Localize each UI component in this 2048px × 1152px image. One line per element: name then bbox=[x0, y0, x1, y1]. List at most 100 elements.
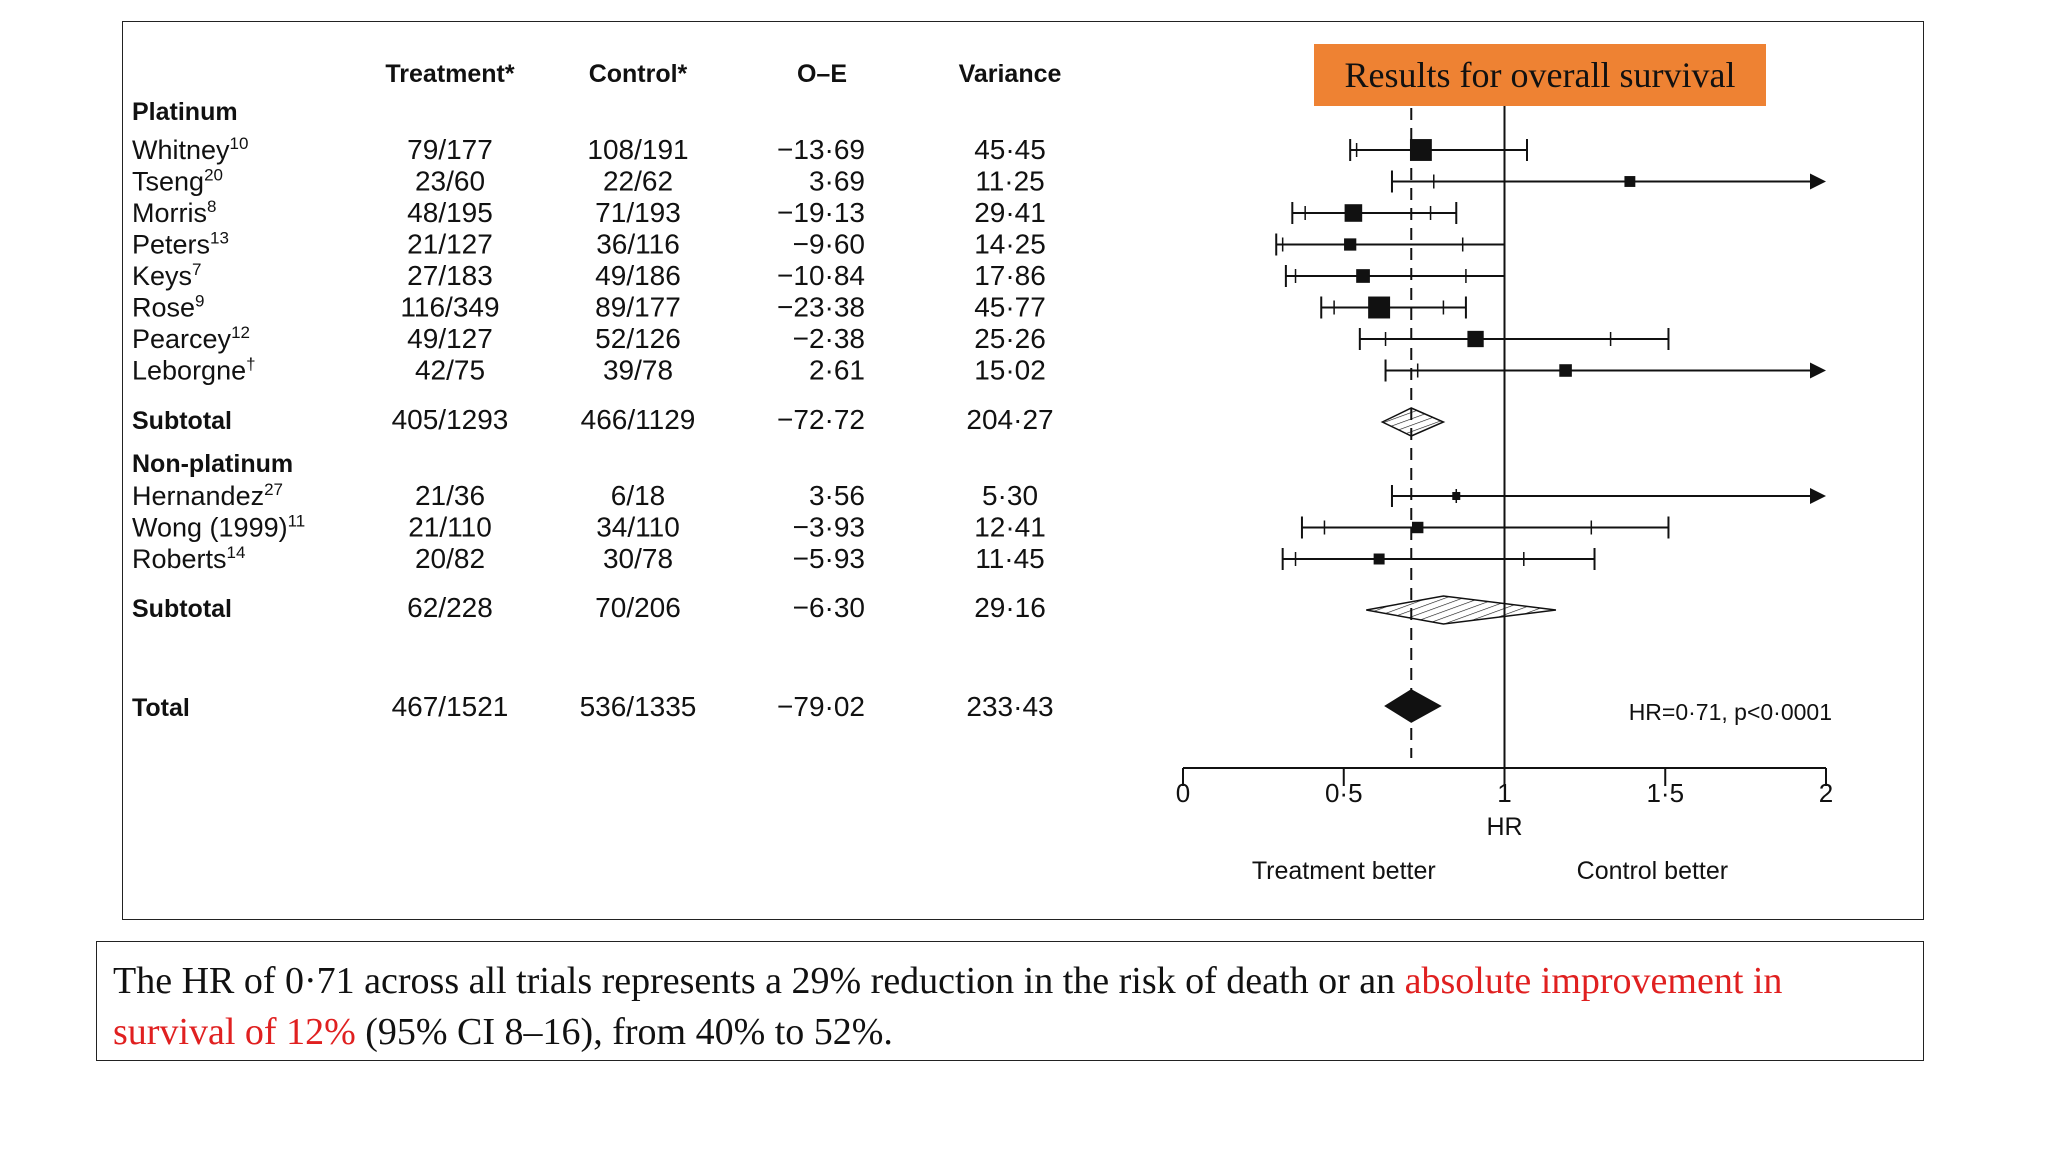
header-control: Control* bbox=[589, 60, 688, 88]
trial-name: Rose9 bbox=[132, 292, 205, 323]
hr-point bbox=[1559, 364, 1572, 377]
trial-variance: 25·26 bbox=[974, 323, 1046, 354]
trial-variance: 11·45 bbox=[975, 543, 1045, 574]
trial-treatment: 20/82 bbox=[415, 543, 485, 574]
trial-control: 34/110 bbox=[596, 512, 680, 543]
trial-treatment: 21/127 bbox=[407, 229, 493, 260]
hr-point bbox=[1344, 238, 1357, 251]
trial-ref: † bbox=[246, 355, 255, 374]
trial-name: Whitney10 bbox=[132, 134, 248, 165]
trial-name: Keys7 bbox=[132, 260, 202, 291]
subtotal-variance: 204·27 bbox=[966, 404, 1053, 435]
hr-point bbox=[1373, 553, 1385, 565]
hr-annotation: HR=0·71, p<0·0001 bbox=[1629, 699, 1832, 725]
chart-title: Results for overall survival bbox=[1314, 44, 1766, 106]
trial-ref: 8 bbox=[207, 197, 216, 216]
subtotal-control: 466/1129 bbox=[581, 404, 696, 435]
subtotal-oe: −6·30 bbox=[793, 592, 865, 623]
hr-point bbox=[1452, 492, 1461, 500]
trial-oe: −9·60 bbox=[793, 229, 865, 260]
trial-ref: 20 bbox=[204, 166, 223, 185]
x-tick-label: 2 bbox=[1819, 778, 1833, 808]
total-control: 536/1335 bbox=[580, 691, 697, 722]
ci-arrow bbox=[1810, 362, 1826, 379]
trial-ref: 27 bbox=[264, 480, 283, 499]
trial-treatment: 27/183 bbox=[407, 260, 493, 291]
ci-arrow bbox=[1810, 173, 1826, 190]
trial-oe: −2·38 bbox=[793, 323, 865, 354]
header-oe: O–E bbox=[797, 60, 847, 88]
trial-name: Morris8 bbox=[132, 197, 216, 228]
trial-name: Leborgne† bbox=[132, 355, 256, 386]
trial-ref: 9 bbox=[195, 292, 204, 311]
trial-variance: 12·41 bbox=[974, 512, 1046, 543]
subtotal-treatment: 405/1293 bbox=[392, 404, 509, 435]
subtotal-oe: −72·72 bbox=[777, 404, 865, 435]
trial-name: Pearcey12 bbox=[132, 323, 250, 354]
trial-oe: −5·93 bbox=[793, 543, 865, 574]
trial-name: Peters13 bbox=[132, 229, 229, 260]
total-oe: −79·02 bbox=[777, 691, 865, 722]
trial-treatment: 79/177 bbox=[407, 134, 493, 165]
x-tick-label: 0·5 bbox=[1325, 778, 1363, 808]
trial-oe: 2·61 bbox=[809, 355, 865, 386]
x-tick-label: 1·5 bbox=[1646, 778, 1684, 808]
trial-control: 49/186 bbox=[595, 260, 681, 291]
trial-treatment: 23/60 bbox=[415, 166, 485, 197]
trial-name: Hernandez27 bbox=[132, 480, 283, 511]
x-tick-label: 1 bbox=[1497, 778, 1511, 808]
hr-point bbox=[1411, 521, 1424, 534]
subtotal-treatment: 62/228 bbox=[407, 592, 493, 623]
trial-ref: 14 bbox=[227, 543, 246, 562]
subtotal-label: Subtotal bbox=[132, 595, 232, 623]
trial-name: Roberts14 bbox=[132, 543, 245, 574]
trial-control: 108/191 bbox=[587, 134, 688, 165]
trial-oe: −23·38 bbox=[777, 292, 865, 323]
hr-point bbox=[1344, 204, 1363, 222]
caption-box: The HR of 0·71 across all trials represe… bbox=[96, 941, 1924, 1061]
treatment-better-label: Treatment better bbox=[1252, 857, 1436, 885]
trial-treatment: 48/195 bbox=[407, 197, 493, 228]
data-table: Treatment* Control* O–E Variance Platinum Whi… bbox=[132, 60, 1062, 722]
subtotal-control: 70/206 bbox=[595, 592, 681, 623]
subtotal-variance: 29·16 bbox=[974, 592, 1046, 623]
trial-variance: 29·41 bbox=[974, 197, 1046, 228]
trial-oe: −10·84 bbox=[777, 260, 865, 291]
trial-variance: 15·02 bbox=[974, 355, 1046, 386]
trial-treatment: 21/110 bbox=[408, 512, 492, 543]
trial-variance: 14·25 bbox=[974, 229, 1046, 260]
control-better-label: Control better bbox=[1577, 857, 1728, 885]
subtotal-diamond bbox=[1366, 595, 1557, 625]
trial-ref: 12 bbox=[231, 323, 250, 342]
group-label: Non-platinum bbox=[132, 450, 293, 478]
hr-point bbox=[1368, 296, 1391, 319]
header-variance: Variance bbox=[959, 60, 1062, 88]
total-variance: 233·43 bbox=[966, 691, 1053, 722]
trial-control: 89/177 bbox=[595, 292, 681, 323]
trial-variance: 45·77 bbox=[974, 292, 1046, 323]
hr-point bbox=[1409, 139, 1432, 161]
trial-control: 52/126 bbox=[595, 323, 681, 354]
trial-control: 22/62 bbox=[603, 166, 673, 197]
total-treatment: 467/1521 bbox=[392, 691, 509, 722]
subtotal-label: Subtotal bbox=[132, 407, 232, 435]
subtotal-diamond bbox=[1380, 407, 1446, 437]
trial-name: Tseng20 bbox=[132, 166, 223, 197]
trial-variance: 5·30 bbox=[982, 480, 1038, 511]
trial-oe: 3·69 bbox=[809, 166, 865, 197]
trial-control: 30/78 bbox=[603, 543, 673, 574]
trial-control: 6/18 bbox=[611, 480, 666, 511]
trial-treatment: 21/36 bbox=[415, 480, 485, 511]
trial-ref: 13 bbox=[210, 229, 229, 248]
caption-text-end: (95% CI 8–16), from 40% to 52%. bbox=[355, 1011, 893, 1053]
trial-ref: 11 bbox=[288, 512, 306, 531]
trial-treatment: 116/349 bbox=[400, 292, 499, 323]
trial-ref: 10 bbox=[230, 134, 249, 153]
header-treatment: Treatment* bbox=[385, 60, 514, 88]
trial-treatment: 42/75 bbox=[415, 355, 485, 386]
hr-point bbox=[1624, 176, 1636, 187]
trial-control: 39/78 bbox=[603, 355, 673, 386]
group-label: Platinum bbox=[132, 98, 238, 126]
x-axis-label: HR bbox=[1486, 813, 1522, 841]
